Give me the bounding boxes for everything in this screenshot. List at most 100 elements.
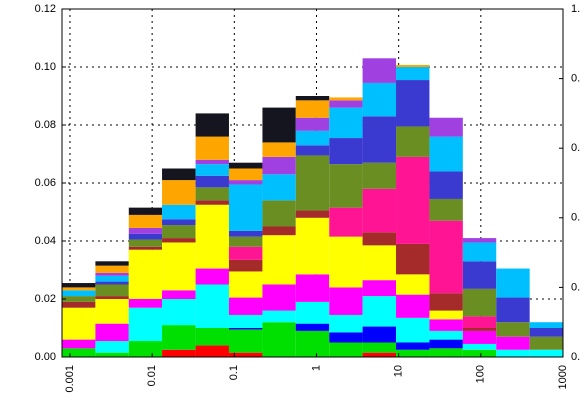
bar-segment (329, 97, 363, 101)
bar-segment (262, 322, 296, 357)
bar-segment (195, 164, 229, 176)
bar-segment (228, 168, 263, 181)
bar-segment (128, 239, 163, 247)
bar-segment (396, 274, 430, 295)
y2-tick-label: 0. (571, 142, 580, 154)
bar-segment (429, 220, 463, 294)
bar-segment (462, 349, 497, 357)
bar-segment (496, 268, 530, 298)
bar-segment (295, 210, 330, 218)
bar-segment (295, 145, 330, 156)
bar-segment (162, 180, 196, 205)
bar-segment (195, 328, 229, 346)
y-tick-label: 0.04 (35, 235, 56, 247)
bar-segment (362, 116, 397, 163)
x-tick-label: 0.001 (64, 365, 76, 393)
bar-segment (262, 226, 296, 236)
bar-segment (195, 136, 229, 160)
bar-segment (429, 117, 463, 137)
bar-segment (529, 328, 563, 337)
bar-segment (362, 280, 397, 297)
bar-segment (362, 296, 397, 327)
bar-segment (295, 96, 330, 101)
bar-segment (529, 349, 563, 357)
bar-segment (496, 322, 530, 337)
x-tick-label: 1 (310, 365, 322, 371)
bar-segment (396, 294, 430, 318)
bar-segment (362, 82, 397, 117)
bar-segment (295, 274, 330, 302)
bar-segment (128, 233, 163, 240)
bar-segment (429, 348, 463, 357)
bar-segment (128, 227, 163, 234)
bar-segment (62, 301, 96, 308)
bar-segment (228, 329, 263, 353)
bar-segment (228, 271, 263, 298)
y-tick-label: 0.00 (35, 351, 56, 363)
bar-segment (195, 200, 229, 205)
bar-segment (128, 299, 163, 308)
bar-segment (295, 323, 330, 331)
bar-segment (529, 322, 563, 328)
bar-segment (295, 130, 330, 146)
bar-segment (262, 107, 296, 143)
bar-segment (162, 349, 196, 357)
bar-segment (362, 342, 397, 353)
bar-segment (128, 246, 163, 250)
x-tick-label: 100 (475, 365, 487, 383)
bar-segment (529, 336, 563, 350)
bar-segment (329, 138, 363, 165)
bar-segment (429, 171, 463, 199)
bar-segment (162, 168, 196, 181)
bar-segment (195, 113, 229, 137)
bar-segment (429, 339, 463, 349)
bar-segment (262, 284, 296, 311)
bar-segment (228, 297, 263, 315)
bar-segment (396, 342, 430, 350)
bar-segment (295, 100, 330, 118)
bar-segment (195, 268, 229, 285)
bar-segment (62, 307, 96, 340)
y-tick-label: 0.02 (35, 293, 56, 305)
bar-segment (95, 261, 129, 266)
bar-segment (362, 245, 397, 281)
bar-segment (262, 156, 296, 175)
bar-segment (396, 156, 430, 244)
bar-segment (396, 64, 430, 67)
bar-segment (295, 117, 330, 131)
bar-segment (228, 180, 263, 185)
bar-segment (396, 243, 430, 275)
bar-segment (262, 310, 296, 323)
bar-segment (396, 80, 430, 127)
bar-segment (496, 297, 530, 323)
bar-segment (329, 107, 363, 139)
bar-segment (162, 242, 196, 291)
bar-segment (396, 349, 430, 357)
x-tick-label: 0.1 (228, 365, 240, 380)
y2-tick-label: 1. (571, 3, 580, 15)
bar-segment (195, 284, 229, 328)
bar-segment (496, 336, 530, 350)
x-tick-label: 0.01 (146, 365, 158, 386)
bar-segment (62, 283, 96, 288)
bar-segment (429, 319, 463, 331)
bar-segment (362, 232, 397, 246)
bar-segment (329, 164, 363, 208)
bar-segment (429, 136, 463, 172)
bar-segment (62, 296, 96, 302)
bar-segment (162, 299, 196, 326)
y2-tick-label: 0. (571, 351, 580, 363)
bar-segment (329, 332, 363, 343)
bar-segment (62, 348, 96, 357)
bar-segment (362, 188, 397, 233)
bar-segment (162, 225, 196, 239)
bar-segment (329, 100, 363, 108)
bar-segment (295, 155, 330, 211)
bar-segment (462, 316, 497, 328)
bar-segment (128, 341, 163, 357)
y-tick-label: 0.12 (35, 3, 56, 15)
bar-segment (195, 175, 229, 188)
bar-segment (496, 349, 530, 357)
bar-segment (128, 207, 163, 215)
x-tick-label: 1000 (557, 365, 569, 389)
